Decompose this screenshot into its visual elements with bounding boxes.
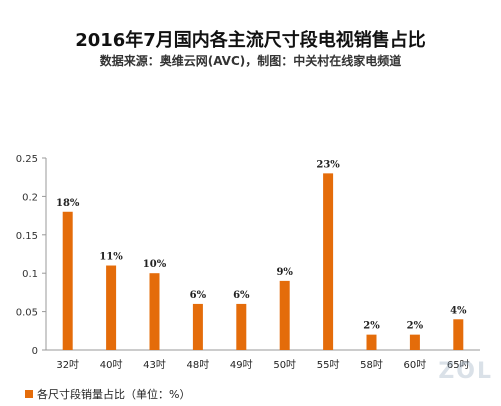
data-label: 4% — [450, 305, 467, 316]
x-tick-label: 60吋 — [404, 359, 427, 371]
x-tick-label: 40吋 — [100, 359, 123, 371]
data-label: 11% — [99, 252, 123, 263]
x-tick-label: 48吋 — [187, 359, 210, 371]
chart-title: 2016年7月国内各主流尺寸段电视销售占比 — [75, 30, 426, 51]
bar — [453, 319, 464, 350]
data-label: 2% — [407, 321, 424, 332]
chart-subtitle: 数据来源：奥维云网(AVC)，制图：中关村在线家电频道 — [99, 54, 402, 68]
bar — [236, 303, 247, 350]
bar — [366, 334, 377, 350]
y-tick-label: 0.25 — [16, 154, 38, 165]
x-tick-label: 65吋 — [447, 359, 470, 371]
data-label: 9% — [276, 267, 293, 278]
watermark-logo: ZOL — [438, 359, 493, 384]
y-tick-label: 0.2 — [22, 192, 38, 203]
bar — [106, 265, 117, 350]
x-tick-label: 50吋 — [273, 359, 296, 371]
bar — [279, 280, 290, 350]
data-label: 6% — [190, 290, 207, 301]
x-tick-label: 55吋 — [317, 359, 340, 371]
y-tick-label: 0.1 — [22, 269, 38, 280]
y-tick-label: 0.05 — [16, 308, 38, 319]
data-label: 18% — [56, 198, 80, 209]
x-tick-label: 32吋 — [56, 359, 79, 371]
legend-label: 各尺寸段销量占比（单位：%） — [37, 388, 191, 401]
legend-swatch — [25, 390, 33, 398]
bar — [323, 173, 334, 350]
x-tick-label: 58吋 — [360, 359, 383, 371]
legend: 各尺寸段销量占比（单位：%） — [25, 386, 190, 402]
bar — [192, 303, 203, 350]
data-label: 2% — [363, 321, 380, 332]
data-label: 10% — [143, 259, 167, 270]
bar — [149, 273, 160, 350]
x-tick-label: 49吋 — [230, 359, 253, 371]
y-tick-label: 0.15 — [16, 231, 38, 242]
data-label: 6% — [233, 290, 250, 301]
x-tick-label: 43吋 — [143, 359, 166, 371]
bar — [62, 211, 73, 350]
data-label: 23% — [316, 159, 340, 170]
bar — [409, 334, 420, 350]
y-tick-label: 0 — [32, 346, 38, 357]
